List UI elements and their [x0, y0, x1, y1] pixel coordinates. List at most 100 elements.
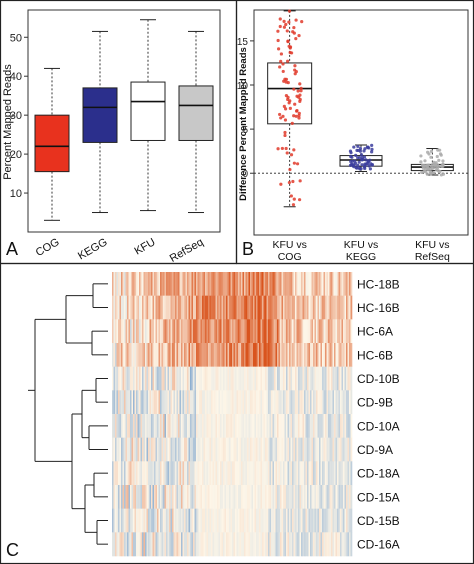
- heatmap-cell: [266, 272, 269, 296]
- heatmap-cell: [232, 532, 234, 557]
- heatmap-cell: [301, 508, 303, 533]
- heatmap-cell: [316, 414, 318, 438]
- heatmap-cell: [298, 390, 300, 415]
- heatmap-cell: [319, 437, 321, 462]
- heatmap-cell: [131, 461, 134, 486]
- heatmap-cell: [350, 343, 353, 367]
- heatmap-cell: [271, 414, 273, 438]
- point-kfu-vs-cog: [296, 89, 300, 93]
- heatmap-cell: [253, 414, 255, 438]
- heatmap-cell: [139, 414, 141, 438]
- point-kfu-vs-cog: [295, 94, 299, 98]
- heatmap-cell: [269, 343, 272, 367]
- heatmap-cell: [208, 295, 210, 320]
- heatmap-cell: [170, 343, 173, 367]
- heatmap-cell: [248, 366, 251, 391]
- heatmap-cell: [274, 532, 276, 557]
- heatmap-cell: [343, 508, 345, 533]
- heatmap-cell: [125, 532, 128, 557]
- heatmap-cell: [251, 414, 254, 438]
- heatmap-cell: [170, 319, 173, 344]
- heatmap-cell: [115, 532, 117, 557]
- heatmap-cell: [340, 437, 342, 462]
- heatmap-cell: [343, 366, 345, 391]
- heatmap-cell: [140, 366, 143, 391]
- heatmap-cell: [169, 390, 171, 415]
- heatmap-cell: [323, 319, 326, 344]
- heatmap-cell: [263, 532, 266, 557]
- panel-a-y-tick-label: 10: [10, 188, 22, 200]
- heatmap-cell: [209, 461, 212, 486]
- heatmap-cell: [313, 319, 315, 344]
- heatmap-cell: [124, 343, 126, 367]
- heatmap-cell: [335, 390, 338, 415]
- heatmap-cell: [304, 272, 306, 296]
- heatmap-cell: [257, 366, 260, 391]
- panel-b-letter: B: [242, 239, 254, 259]
- heatmap-cell: [326, 295, 329, 320]
- point-kfu-vs-cog: [291, 203, 296, 207]
- heatmap-cell: [230, 485, 233, 509]
- point-kfu-vs-cog: [300, 19, 304, 24]
- heatmap-cell: [296, 485, 299, 509]
- heatmap-cell: [274, 414, 276, 438]
- heatmap-cell: [235, 485, 237, 509]
- heatmap-cell: [199, 366, 201, 391]
- heatmap-cell: [254, 390, 257, 415]
- heatmap-cell: [350, 532, 353, 557]
- heatmap-cell: [320, 414, 323, 438]
- heatmap-cell: [164, 295, 167, 320]
- point-kfu-vs-cog: [282, 25, 287, 29]
- heatmap-cell: [256, 414, 258, 438]
- heatmap-cell: [248, 319, 251, 344]
- heatmap-cell: [322, 414, 324, 438]
- heatmap-cell: [223, 295, 225, 320]
- heatmap-cell: [301, 437, 303, 462]
- heatmap-cell: [307, 295, 309, 320]
- heatmap-cell: [265, 461, 267, 486]
- heatmap-cell: [328, 366, 330, 391]
- heatmap-cell: [202, 319, 204, 344]
- heatmap-cell: [317, 366, 320, 391]
- heatmap-cell: [301, 295, 303, 320]
- heatmap-cell: [284, 390, 287, 415]
- heatmap-cell: [281, 295, 284, 320]
- heatmap-cell: [263, 485, 266, 509]
- heatmap-cell: [292, 414, 294, 438]
- heatmap-cell: [305, 390, 308, 415]
- heatmap-cell: [236, 366, 239, 391]
- heatmap-cell: [275, 366, 278, 391]
- heatmap-cell: [329, 272, 332, 296]
- heatmap-cell: [163, 461, 165, 486]
- heatmap-cell: [203, 390, 206, 415]
- heatmap-cell: [224, 508, 227, 533]
- heatmap-cell: [332, 295, 335, 320]
- heatmap-cell: [269, 437, 272, 462]
- heatmap-cell: [260, 437, 263, 462]
- heatmap-cell: [164, 485, 167, 509]
- heatmap-cell: [178, 414, 180, 438]
- heatmap-cell: [130, 508, 132, 533]
- heatmap-cell: [262, 319, 264, 344]
- heatmap-cell: [292, 295, 294, 320]
- heatmap-cell: [337, 461, 339, 486]
- heatmap-cell: [349, 532, 351, 557]
- heatmap-cell: [152, 343, 155, 367]
- heatmap-cell: [220, 272, 222, 296]
- heatmap-cell: [346, 437, 348, 462]
- heatmap-cell: [349, 508, 351, 533]
- heatmap-cell: [118, 272, 120, 296]
- heatmap-cell: [224, 295, 227, 320]
- heatmap-cell: [238, 461, 240, 486]
- heatmap-cell: [265, 414, 267, 438]
- heatmap-cell: [323, 295, 326, 320]
- heatmap-cell: [133, 461, 135, 486]
- heatmap-cell: [127, 295, 129, 320]
- heatmap-cell: [160, 366, 162, 391]
- heatmap-cell: [256, 272, 258, 296]
- heatmap-cell: [220, 437, 222, 462]
- heatmap-cell: [229, 319, 231, 344]
- heatmap-cell: [136, 319, 138, 344]
- heatmap-cell: [229, 508, 231, 533]
- heatmap-cell: [113, 437, 116, 462]
